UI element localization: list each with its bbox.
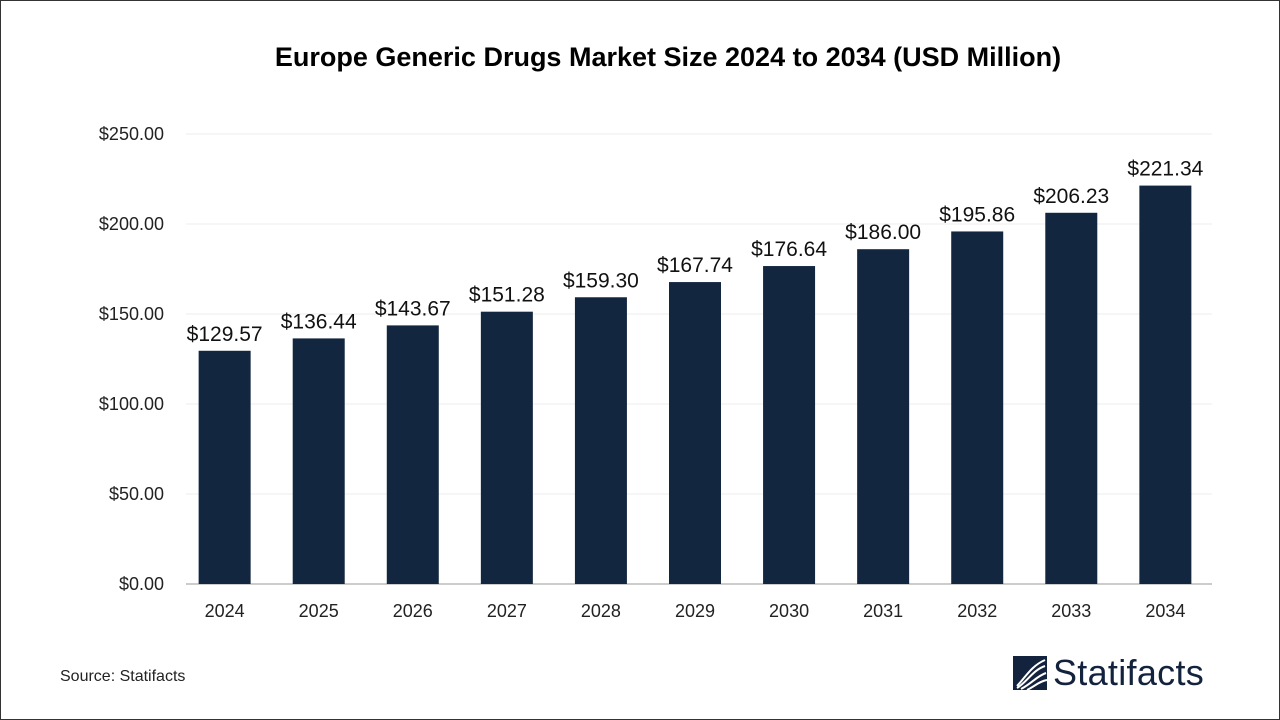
data-label: $129.57 [187,323,263,346]
data-label: $195.86 [939,203,1015,226]
bar [480,311,533,584]
x-tick-label: 2024 [205,601,245,621]
data-label: $221.34 [1127,158,1203,181]
bar [669,282,721,584]
y-tick-label: $150.00 [99,304,164,324]
bar [1045,212,1098,584]
y-tick-label: $0.00 [119,574,164,594]
data-label: $186.00 [845,221,921,244]
bar [1139,185,1192,584]
x-tick-label: 2029 [675,601,715,621]
x-tick-label: 2027 [487,601,527,621]
x-tick-label: 2032 [957,601,997,621]
y-tick-label: $200.00 [99,214,164,234]
bar [857,249,910,584]
data-label: $159.30 [563,269,639,292]
x-tick-label: 2025 [299,601,339,621]
bar [198,350,251,584]
bar [951,231,1004,584]
x-tick-label: 2034 [1145,601,1185,621]
x-tick-label: 2030 [769,601,809,621]
x-tick-label: 2028 [581,601,621,621]
bar [763,266,816,584]
x-tick-label: 2031 [863,601,903,621]
y-tick-label: $50.00 [109,484,164,504]
data-label: $167.74 [657,254,733,277]
data-label: $206.23 [1033,185,1109,208]
bar [574,297,627,584]
x-tick-label: 2033 [1051,601,1091,621]
bar [292,338,345,584]
data-label: $143.67 [375,297,451,320]
y-tick-label: $250.00 [99,124,164,144]
data-label: $176.64 [751,238,827,261]
logo-icon [1013,656,1047,690]
x-tick-label: 2026 [393,601,433,621]
statifacts-logo: Statifacts [1013,652,1204,694]
logo-text: Statifacts [1053,652,1205,693]
y-tick-label: $100.00 [99,394,164,414]
data-label: $151.28 [469,284,545,307]
chart-title: Europe Generic Drugs Market Size 2024 to… [274,42,1062,72]
data-label: $136.44 [281,310,357,333]
source-note: Source: Statifacts [60,668,186,685]
bar [386,325,439,584]
